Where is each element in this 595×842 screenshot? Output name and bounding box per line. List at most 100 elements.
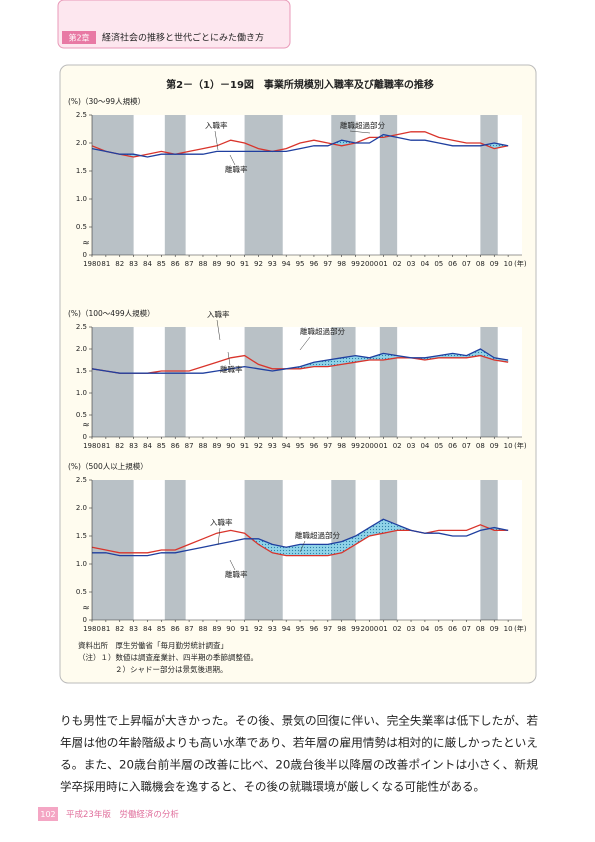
x-tick-label: 08 (476, 442, 485, 450)
x-tick-label: 89 (212, 442, 221, 450)
x-tick-label: 05 (434, 260, 443, 268)
x-tick-label: 02 (393, 625, 402, 633)
x-tick-label: 07 (462, 442, 471, 450)
excess-area (272, 544, 287, 556)
x-tick-label: 99 (351, 442, 360, 450)
x-tick-label: 04 (420, 260, 429, 268)
x-tick-label: 94 (282, 625, 291, 633)
series-line (91, 524, 509, 557)
x-tick-label: 91 (240, 625, 249, 633)
x-tick-label: 83 (129, 260, 138, 268)
axis-break: ≈ (82, 604, 90, 614)
x-tick-label: 91 (240, 442, 249, 450)
y-tick-label: 0 (83, 616, 87, 624)
x-tick-label: 09 (490, 442, 499, 450)
annotation-leader (216, 319, 221, 341)
annotation: 離職超過部分 (340, 120, 385, 130)
recession-shade (164, 327, 186, 437)
x-tick-label: 89 (212, 260, 221, 268)
x-tick-label: 90 (226, 625, 235, 633)
x-tick-label: 84 (143, 442, 152, 450)
recession-shade (244, 327, 283, 437)
x-tick-label: 81 (101, 260, 110, 268)
axis-break: ≈ (82, 239, 90, 249)
x-tick-label: 88 (199, 625, 208, 633)
y-tick-label: 2.0 (76, 139, 87, 147)
source: 資料出所 厚生労働省「毎月勤労統計調査」 (78, 640, 228, 650)
excess-area (286, 544, 301, 556)
x-tick-label: 81 (101, 625, 110, 633)
x-tick-label: 2000 (361, 625, 379, 633)
x-tick-label: 08 (476, 625, 485, 633)
x-tick-label: 92 (254, 260, 263, 268)
annotation-leader (229, 559, 236, 571)
x-tick-label: 94 (282, 442, 291, 450)
recession-shade (379, 327, 398, 437)
series-line (91, 133, 509, 158)
annotation: 入職率 (210, 517, 233, 527)
y-tick-label: 0.5 (76, 223, 87, 231)
x-tick-label: 03 (407, 442, 416, 450)
x-tick-label: 03 (407, 625, 416, 633)
annotation: 離職超過部分 (300, 326, 345, 336)
y-tick-label: 2.5 (76, 323, 87, 331)
x-tick-label: 92 (254, 625, 263, 633)
y-axis-label: (%)（30～99人規模） (68, 96, 145, 106)
x-tick-label: 81 (101, 442, 110, 450)
x-unit: (年) (514, 624, 527, 633)
x-tick-label: 99 (351, 260, 360, 268)
x-tick-label: 95 (296, 625, 305, 633)
figure-title: 第2－（1）－19図 事業所規模別入職率及び離職率の推移 (166, 78, 434, 91)
x-tick-label: 95 (296, 260, 305, 268)
x-tick-label: 83 (129, 442, 138, 450)
x-tick-label: 2000 (361, 260, 379, 268)
x-tick-label: 96 (309, 625, 318, 633)
excess-area (313, 360, 328, 367)
y-tick-label: 2.5 (76, 111, 87, 119)
page-badge (38, 807, 58, 821)
header-title: 経済社会の推移と世代ごとにみた働き方 (102, 32, 264, 44)
excess-area (327, 541, 342, 556)
recession-shade (164, 115, 186, 255)
x-tick-label: 06 (448, 625, 457, 633)
x-tick-label: 89 (212, 625, 221, 633)
y-tick-label: 1.0 (76, 195, 87, 203)
x-tick-label: 99 (351, 625, 360, 633)
excess-area (313, 544, 328, 556)
x-tick-label: 82 (115, 442, 124, 450)
x-tick-label: 84 (143, 260, 152, 268)
x-tick-label: 90 (226, 260, 235, 268)
recession-shade (379, 480, 398, 620)
excess-area (383, 519, 398, 534)
annotation-leader (227, 351, 231, 366)
y-tick-label: 2.5 (76, 476, 87, 484)
plot-area (92, 327, 522, 437)
y-tick-label: 1.5 (76, 532, 87, 540)
annotation: 入職率 (207, 309, 230, 319)
x-tick-label: 87 (185, 625, 194, 633)
x-tick-label: 96 (309, 260, 318, 268)
y-tick-label: 1.0 (76, 389, 87, 397)
recession-shade (331, 327, 356, 437)
excess-area (355, 527, 370, 545)
x-tick-label: 07 (462, 260, 471, 268)
x-tick-label: 86 (171, 442, 180, 450)
x-tick-label: 97 (323, 442, 332, 450)
series-line (91, 348, 509, 374)
x-tick-label: 08 (476, 260, 485, 268)
x-tick-label: 83 (129, 625, 138, 633)
x-tick-label: 05 (434, 625, 443, 633)
body-line: 学卒採用時に入職機会を逸すると、その後の就職環境が厳しくなる可能性がある。 (60, 780, 485, 794)
x-tick-label: 93 (268, 260, 277, 268)
y-tick-label: 1.0 (76, 560, 87, 568)
x-tick-label: 01 (379, 442, 388, 450)
x-tick-label: 85 (157, 260, 166, 268)
recession-shade (480, 115, 498, 255)
x-tick-label: 06 (448, 260, 457, 268)
y-tick-label: 0.5 (76, 588, 87, 596)
y-tick-label: 1.5 (76, 167, 87, 175)
x-tick-label: 87 (185, 260, 194, 268)
excess-area (300, 544, 314, 556)
